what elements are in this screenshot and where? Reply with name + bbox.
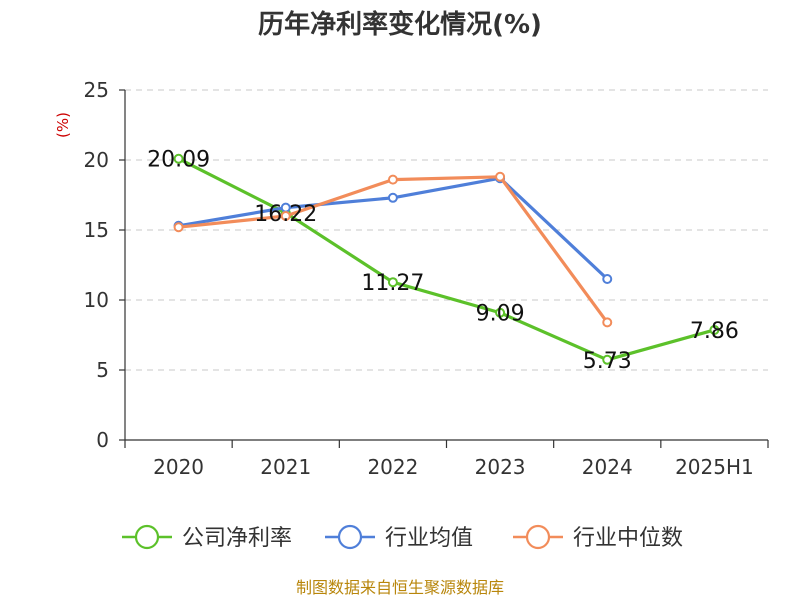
series-point-0: [173, 153, 184, 164]
x-tick-label: 2021: [260, 455, 311, 479]
y-tick-labels: 0 5 10 15 20 25: [84, 78, 109, 452]
y-tick-label: 5: [96, 358, 109, 382]
legend[interactable]: 公司净利率 行业均值 行业中位数: [122, 524, 683, 551]
series-point-1: [602, 274, 613, 284]
series-line-0: [176, 157, 717, 362]
series-point-2: [280, 211, 291, 221]
x-tick-label: 2020: [153, 455, 204, 479]
legend-label: 公司净利率: [182, 526, 292, 551]
data-label: 20.09: [147, 148, 210, 173]
y-axis-unit: (%): [54, 112, 72, 138]
legend-item-1[interactable]: 行业均值: [325, 524, 473, 551]
axes: [119, 89, 769, 448]
series-point-0: [387, 277, 398, 288]
series-point-1: [387, 192, 398, 203]
data-label: 9.09: [476, 302, 525, 327]
legend-marker: [134, 524, 160, 550]
y-tick-label: 0: [96, 428, 109, 452]
legend-label: 行业均值: [385, 526, 473, 551]
series-point-2: [495, 171, 506, 182]
y-tick-label: 15: [84, 218, 109, 242]
x-tick-label: 2022: [367, 455, 418, 479]
series-point-2: [173, 222, 184, 233]
data-label: 7.86: [690, 319, 739, 344]
legend-marker: [337, 524, 363, 550]
data-label: 16.22: [254, 202, 317, 227]
chart-title: 历年净利率变化情况(%): [258, 9, 542, 40]
series-point-2: [602, 317, 613, 328]
y-tick-label: 10: [84, 288, 109, 312]
x-tick-label: 2024: [582, 455, 633, 479]
x-tick-labels: 2020 2021 2022 2023 2024 2025H1: [153, 455, 754, 479]
source-note: 制图数据来自恒生聚源数据库: [296, 578, 504, 597]
y-tick-label: 25: [84, 78, 109, 102]
x-tick-label: 2025H1: [675, 455, 754, 479]
x-tick-label: 2023: [475, 455, 526, 479]
y-tick-label: 20: [84, 148, 109, 172]
legend-label: 行业中位数: [573, 526, 683, 551]
data-label: 11.27: [361, 271, 424, 296]
data-label: 5.73: [583, 349, 632, 374]
data-labels: 20.09 16.22 11.27 9.09 5.73 7.86: [147, 148, 739, 374]
series-point-0: [709, 324, 720, 335]
legend-item-2[interactable]: 行业中位数: [513, 524, 683, 551]
legend-item-0[interactable]: 公司净利率: [122, 524, 292, 551]
grid-lines: [125, 89, 768, 371]
series-group: [173, 153, 720, 365]
series-point-0: [495, 307, 506, 318]
series-point-2: [387, 174, 398, 185]
legend-marker: [525, 524, 551, 550]
series-point-0: [602, 354, 613, 365]
